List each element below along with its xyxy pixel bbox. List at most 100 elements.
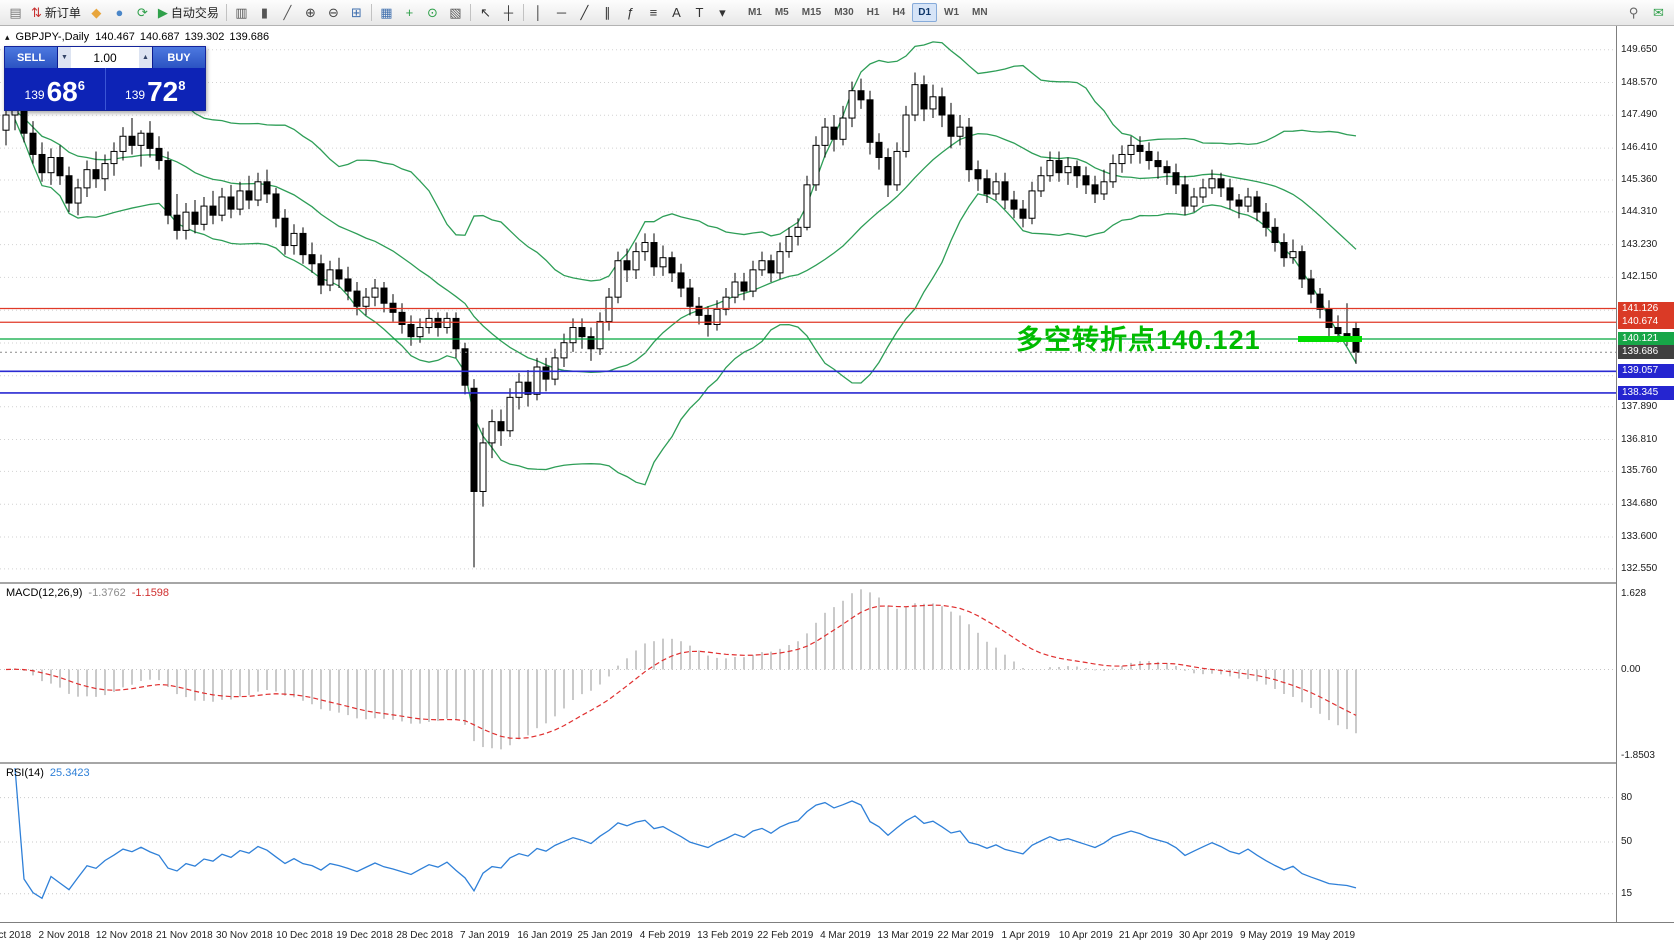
timeframe-m30[interactable]: M30 (834, 7, 854, 18)
text-icon[interactable]: A (665, 2, 688, 24)
auto-trading-button-label: 自动交易 (170, 6, 219, 20)
buy-price-pip: 8 (178, 78, 186, 93)
horizontal-line-icon: ─ (556, 5, 567, 20)
timeframe-mn[interactable]: MN (972, 7, 988, 18)
zoom-out-icon[interactable]: ⊖ (322, 2, 345, 24)
time-axis-label: 1 Apr 2019 (1001, 930, 1050, 941)
buy-price[interactable]: 139 72 8 (106, 68, 206, 110)
zoom-in-icon[interactable]: ⊕ (299, 2, 322, 24)
channel-icon[interactable]: ∥ (596, 2, 619, 24)
price-axis-label: 137.890 (1621, 400, 1658, 412)
symbol-label: GBPJPY-,Daily (15, 31, 90, 43)
horizontal-line-icon[interactable]: ─ (550, 2, 573, 24)
bollinger-bands (14, 41, 1357, 486)
bar-chart-type-icon[interactable]: ▥ (230, 2, 253, 24)
panel-divider[interactable] (0, 582, 1674, 584)
timeframe-d1[interactable]: D1 (912, 3, 938, 22)
timeframe-m1[interactable]: M1 (747, 7, 762, 18)
auto-trading-button[interactable]: ▶ 自动交易 (154, 2, 223, 24)
time-axis-label: 12 Nov 2018 (95, 930, 153, 941)
panel-divider[interactable] (0, 762, 1674, 764)
ohlc-values: 140.467 140.687 139.302 139.686 (95, 31, 274, 43)
timeframe-h1[interactable]: H1 (866, 7, 880, 18)
new-order-button[interactable]: ⇅ 新订单 (27, 2, 85, 24)
one-click-collapse-icon[interactable]: ▴ (5, 31, 10, 42)
price-axis-label: 145.360 (1621, 173, 1658, 185)
mql5-icon: ◆ (91, 5, 102, 20)
tile-windows-icon[interactable]: ⊞ (345, 2, 368, 24)
price-axis-label: 132.550 (1621, 562, 1658, 574)
crosshair-icon[interactable]: ┼ (497, 2, 520, 24)
trendline-icon[interactable]: ╱ (573, 2, 596, 24)
refresh-icon: ⟳ (136, 5, 148, 20)
fibonacci-icon[interactable]: ƒ (619, 2, 642, 24)
sell-price[interactable]: 139 68 6 (5, 68, 106, 110)
indicators-icon[interactable]: + (398, 2, 421, 24)
line-chart-type-icon[interactable]: ╱ (276, 2, 299, 24)
refresh-icon[interactable]: ⟳ (131, 2, 154, 24)
chart-title: ▴ GBPJPY-,Daily 140.467 140.687 139.302 139… (5, 31, 274, 43)
arrange-windows-icon[interactable]: ▦ (375, 2, 398, 24)
macd-axis-label: 1.628 (1621, 587, 1647, 599)
time-axis-label: 24 Oct 2018 (0, 930, 32, 941)
price-tag: 139.686 (1618, 345, 1674, 360)
volume-input[interactable] (71, 47, 139, 68)
cursor-icon[interactable]: ↖ (474, 2, 497, 24)
new-chart-icon[interactable]: ▤ (4, 2, 27, 24)
new-order-button-label: 新订单 (44, 6, 81, 20)
candlestick-type-icon: ▮ (260, 5, 269, 20)
candlestick-type-icon[interactable]: ▮ (253, 2, 276, 24)
rsi-axis-label: 15 (1621, 887, 1633, 899)
grid-layer (0, 49, 1616, 570)
buy-price-prefix: 139 (125, 88, 146, 102)
search-icon[interactable]: ⚲ (1622, 2, 1645, 24)
templates-icon: ▧ (449, 5, 462, 20)
zoom-in-icon: ⊕ (304, 5, 316, 20)
low-value: 139.302 (184, 31, 225, 43)
time-axis-label: 30 Apr 2019 (1179, 930, 1233, 941)
sell-price-big: 68 (46, 76, 78, 107)
chart-canvas[interactable] (0, 26, 1616, 951)
label-icon[interactable]: T (688, 2, 711, 24)
periods-icon[interactable]: ⊙ (421, 2, 444, 24)
timeframe-m5[interactable]: M5 (774, 7, 789, 18)
annotation-text: 多空转折点140.121 (1016, 325, 1261, 355)
label-icon: T (695, 5, 704, 20)
community-icon: ● (115, 5, 124, 20)
volume-decrease-button[interactable]: ▼ (58, 47, 71, 68)
cursor-icon: ↖ (479, 5, 491, 20)
volume-increase-button[interactable]: ▲ (139, 47, 152, 68)
time-axis-label: 21 Apr 2019 (1118, 930, 1173, 941)
toolbar-separator (225, 4, 227, 21)
vertical-line-icon: │ (534, 5, 543, 20)
time-axis-label: 19 May 2019 (1297, 930, 1356, 941)
mql5-icon[interactable]: ◆ (85, 2, 108, 24)
search-icon: ⚲ (1628, 5, 1639, 20)
timeframe-h4[interactable]: H4 (892, 7, 906, 18)
chat-icon[interactable]: ✉ (1647, 2, 1670, 24)
templates-icon[interactable]: ▧ (444, 2, 467, 24)
bar-chart-type-icon: ▥ (235, 5, 248, 20)
arrow-tools-icon[interactable]: ▾ (711, 2, 734, 24)
time-axis-label: 28 Dec 2018 (396, 930, 454, 941)
timeframe-m15[interactable]: M15 (801, 7, 822, 18)
time-axis-label: 7 Jan 2019 (460, 930, 510, 941)
price-axis-label: 143.230 (1621, 238, 1658, 250)
shapes-icon[interactable]: ≡ (642, 2, 665, 24)
time-axis-label: 4 Mar 2019 (820, 930, 871, 941)
price-tag: 141.126 (1618, 301, 1674, 316)
vertical-line-icon[interactable]: │ (527, 2, 550, 24)
rsi-name: RSI(14) (6, 767, 44, 779)
community-icon[interactable]: ● (108, 2, 131, 24)
level-lines[interactable] (0, 307, 1616, 394)
price-axis[interactable]: 149.650 148.570 147.490 146.410 145.360 144.3… (1616, 26, 1674, 922)
sell-button[interactable]: SELL (5, 47, 57, 68)
toolbar-separator (370, 4, 372, 21)
buy-button[interactable]: BUY (153, 47, 205, 68)
timeframe-w1[interactable]: W1 (944, 7, 960, 18)
time-axis-label: 16 Jan 2019 (517, 930, 573, 941)
rsi-axis-label: 80 (1621, 791, 1633, 803)
price-axis-label: 149.650 (1621, 43, 1658, 55)
